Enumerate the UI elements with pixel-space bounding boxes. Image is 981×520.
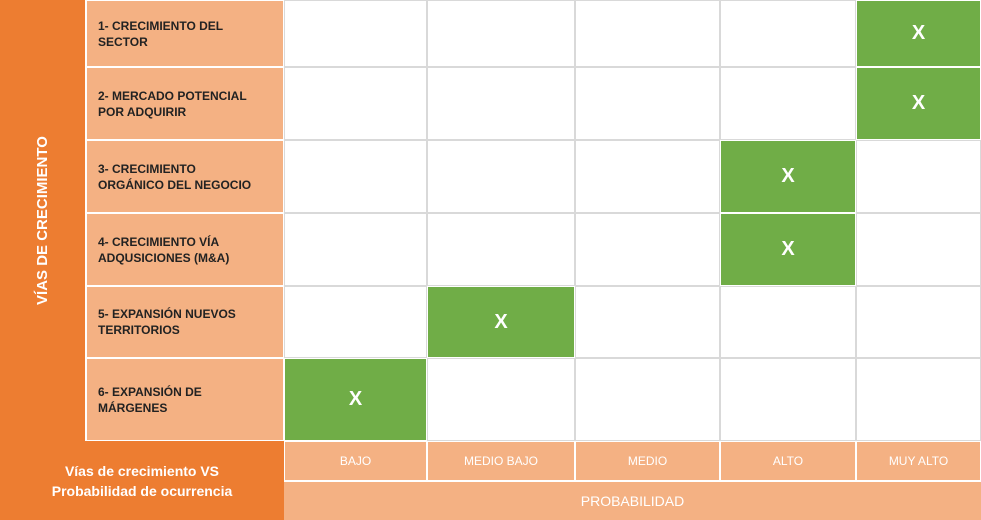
matrix-cell <box>856 358 981 441</box>
matrix-cell <box>284 213 427 286</box>
matrix-cell <box>427 358 575 441</box>
matrix-cell <box>575 140 720 213</box>
row-label: 1- CRECIMIENTO DEL SECTOR <box>86 0 284 67</box>
column-header: BAJO <box>284 441 427 481</box>
matrix-cell <box>720 286 856 358</box>
column-header: MUY ALTO <box>856 441 981 481</box>
axis-title-box: PROBABILIDAD <box>284 481 981 520</box>
matrix-cell <box>575 286 720 358</box>
matrix-cell: X <box>856 67 981 140</box>
matrix-cell <box>284 0 427 67</box>
row-label: 4- CRECIMIENTO VÍA ADQUSICIONES (M&A) <box>86 213 284 286</box>
matrix-cell <box>856 140 981 213</box>
matrix-cell: X <box>284 358 427 441</box>
matrix-cell <box>720 67 856 140</box>
row-label: 5- EXPANSIÓN NUEVOS TERRITORIOS <box>86 286 284 358</box>
matrix-cell: X <box>856 0 981 67</box>
matrix-cell <box>284 140 427 213</box>
matrix-cell <box>427 140 575 213</box>
matrix-cell: X <box>720 213 856 286</box>
corner-box: Vías de crecimiento VS Probabilidad de o… <box>0 441 284 520</box>
row-label: 6- EXPANSIÓN DE MÁRGENES <box>86 358 284 441</box>
matrix-cell <box>575 358 720 441</box>
matrix-cell <box>427 0 575 67</box>
matrix-cell <box>856 213 981 286</box>
side-bar: VÍAS DE CRECIMIENTO <box>0 0 86 441</box>
matrix-cell <box>575 213 720 286</box>
axis-title: PROBABILIDAD <box>580 493 685 509</box>
matrix-cell <box>720 0 856 67</box>
matrix-cell <box>720 358 856 441</box>
column-header: MEDIO <box>575 441 720 481</box>
matrix-cell <box>427 213 575 286</box>
matrix-cell <box>575 67 720 140</box>
row-label: 3- CRECIMIENTO ORGÁNICO DEL NEGOCIO <box>86 140 284 213</box>
corner-label: Vías de crecimiento VS Probabilidad de o… <box>51 462 233 499</box>
matrix-cell <box>575 0 720 67</box>
matrix-cell <box>856 286 981 358</box>
matrix-cell <box>284 67 427 140</box>
matrix-cell: X <box>427 286 575 358</box>
matrix-cell <box>427 67 575 140</box>
matrix-cell <box>284 286 427 358</box>
matrix-cell: X <box>720 140 856 213</box>
side-title: VÍAS DE CRECIMIENTO <box>34 136 52 305</box>
column-header: ALTO <box>720 441 856 481</box>
column-header: MEDIO BAJO <box>427 441 575 481</box>
row-label: 2- MERCADO POTENCIAL POR ADQUIRIR <box>86 67 284 140</box>
